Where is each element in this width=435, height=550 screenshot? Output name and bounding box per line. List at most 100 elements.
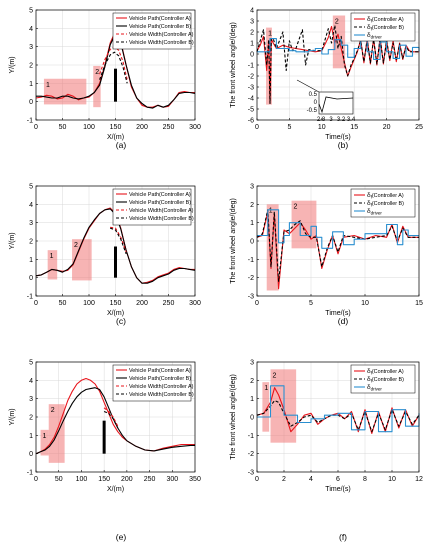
legend-symbol: δ <box>367 200 371 207</box>
panel-caption: (c) <box>116 316 126 326</box>
x-tick-label: 200 <box>136 300 148 307</box>
y-tick-label: 2 <box>250 30 254 37</box>
legend-subscript: driver <box>371 211 383 216</box>
region-label: 1 <box>50 253 54 260</box>
inset-pointer <box>296 79 320 93</box>
legend-label: Vehicle Path(Controller B) <box>129 376 191 382</box>
highlight-region-2 <box>48 404 65 463</box>
y-tick-label: 4 <box>29 202 33 209</box>
x-tick-label: 5 <box>287 124 291 131</box>
y-tick-label: -1 <box>248 433 254 440</box>
legend-label: δf(Controller A) <box>367 368 404 376</box>
y-axis-label: The front wheel angle/(deg) <box>230 374 237 460</box>
y-tick-label: -6 <box>248 118 254 125</box>
y-tick-label: -1 <box>27 470 33 477</box>
x-tick-label: 12 <box>415 476 423 483</box>
y-tick-label: 4 <box>29 26 33 33</box>
series-line-2 <box>103 407 119 427</box>
legend-label: δf(Controller A) <box>367 16 404 24</box>
y-tick-label: 3 <box>250 19 254 26</box>
region-label: 2 <box>95 69 99 76</box>
y-tick-label: 4 <box>29 378 33 385</box>
x-tick-label: 0 <box>255 300 259 307</box>
series-line-2 <box>257 209 419 249</box>
legend-subscript: f <box>371 19 373 24</box>
series-line-1 <box>256 24 419 105</box>
legend-label: Vehicle Width(Controller A) <box>129 208 194 214</box>
series-line-1 <box>256 209 419 282</box>
x-tick-label: 20 <box>383 124 391 131</box>
series-line-2 <box>257 385 420 433</box>
y-tick-label: 0 <box>250 239 254 246</box>
y-tick-label: 0 <box>250 415 254 422</box>
panel-caption: (f) <box>339 532 347 542</box>
x-tick-label: 6 <box>336 476 340 483</box>
region-label: 1 <box>269 207 273 214</box>
y-tick-label: -1 <box>248 63 254 70</box>
y-tick-label: -1 <box>27 118 33 125</box>
x-axis-label: X/(m) <box>107 134 124 141</box>
legend-box <box>112 12 192 50</box>
axes-frame <box>256 185 420 297</box>
legend-label: δf(Controller B) <box>367 24 404 32</box>
x-tick-label: 50 <box>55 476 63 483</box>
legend-symbol: δ <box>367 208 371 215</box>
x-tick-label: 5 <box>309 300 313 307</box>
legend-symbol: δ <box>367 376 371 383</box>
y-tick-label: 4 <box>250 8 254 15</box>
x-tick-label: 100 <box>83 124 95 131</box>
y-tick-label: 3 <box>250 360 254 367</box>
legend-label: δf(Controller A) <box>367 192 404 200</box>
legend-label: δf(Controller B) <box>367 376 404 384</box>
region-label: 2 <box>335 19 339 26</box>
axes-frame <box>35 9 196 121</box>
x-tick-label: 0 <box>34 476 38 483</box>
y-tick-label: -3 <box>248 85 254 92</box>
y-tick-label: 0 <box>29 451 33 458</box>
legend-subscript: driver <box>371 387 383 392</box>
highlight-region-2 <box>72 239 92 281</box>
legend-suffix: (Controller B) <box>372 201 404 207</box>
x-tick-label: 250 <box>163 124 175 131</box>
x-axis-label: X/(m) <box>107 486 124 493</box>
y-tick-label: 3 <box>250 184 254 191</box>
highlight-region-1 <box>262 382 270 432</box>
legend-subscript: f <box>371 379 373 384</box>
panel-caption: (d) <box>338 316 349 326</box>
y-tick-label: 5 <box>29 360 33 367</box>
series-line-2 <box>257 38 420 61</box>
legend-label: Vehicle Width(Controller B) <box>129 392 194 398</box>
y-tick-label: 2 <box>29 63 33 70</box>
highlight-region-2 <box>332 15 346 69</box>
y-tick-label: 2 <box>250 202 254 209</box>
inset-y-tick-label: 0 <box>314 100 318 106</box>
legend-subscript: f <box>371 203 373 208</box>
y-tick-label: -4 <box>248 96 254 103</box>
x-tick-label: 300 <box>189 300 201 307</box>
y-axis-label: Y/(m) <box>9 56 16 73</box>
legend-subscript: f <box>371 371 373 376</box>
x-tick-label: 15 <box>415 300 423 307</box>
legend-symbol: δ <box>367 16 371 23</box>
axes-frame <box>256 9 420 121</box>
highlight-region-1 <box>40 429 49 456</box>
y-tick-label: 5 <box>29 8 33 15</box>
legend-label: Vehicle Path(Controller B) <box>129 200 191 206</box>
x-tick-label: 250 <box>163 300 175 307</box>
legend-label: δdriver <box>367 208 382 216</box>
chart-panel-d: 0 5 10 15 -3 -2 -1 0 1 2 3 1 2 Time/(s) The front whee… <box>230 184 423 327</box>
x-tick-label: 10 <box>318 124 326 131</box>
highlight-region-1 <box>47 250 58 280</box>
x-tick-label: 100 <box>76 476 88 483</box>
x-tick-label: 8 <box>363 476 367 483</box>
legend-box <box>112 188 192 226</box>
highlight-region-2 <box>93 65 101 108</box>
legend-label: Vehicle Width(Controller A) <box>129 32 194 38</box>
x-tick-label: 150 <box>110 300 122 307</box>
legend-label: Vehicle Path(Controller A) <box>129 368 191 374</box>
y-tick-label: 0 <box>29 275 33 282</box>
x-tick-label: 150 <box>110 124 122 131</box>
y-tick-label: 0 <box>29 99 33 106</box>
x-tick-label: 10 <box>388 476 396 483</box>
axes-frame <box>256 361 420 473</box>
